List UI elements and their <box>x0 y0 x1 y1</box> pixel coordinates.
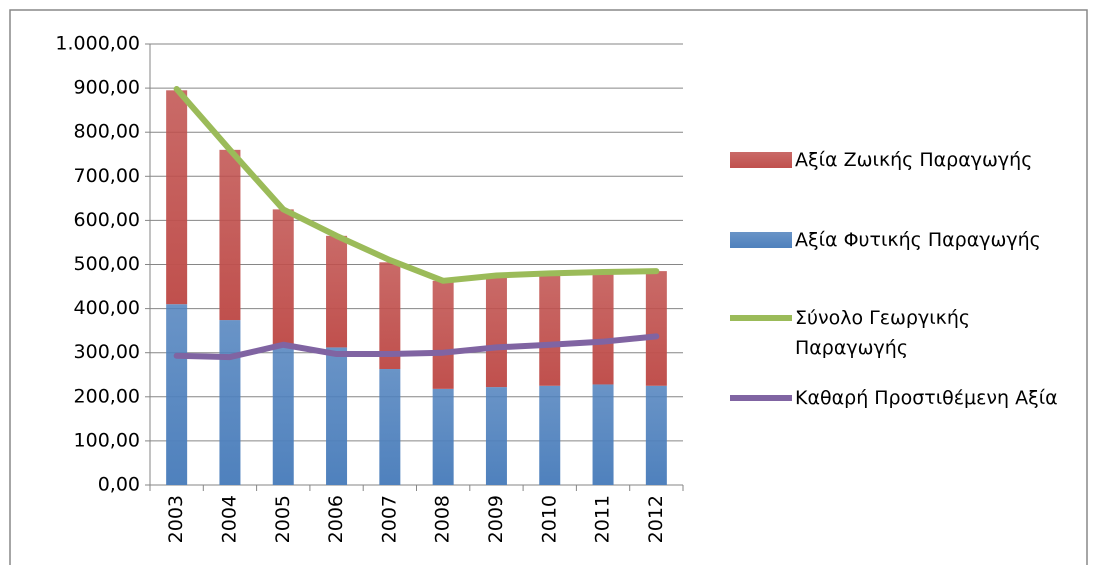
y-tick-label: 200,00 <box>74 385 140 407</box>
legend-label: Αξία Φυτικής Παραγωγής <box>795 229 1041 251</box>
bar <box>219 320 241 485</box>
bar <box>379 369 401 485</box>
x-tick-label: 2005 <box>272 495 294 543</box>
y-tick-label: 300,00 <box>74 341 140 363</box>
x-tick-label: 2008 <box>432 495 454 543</box>
legend-label: Σύνολο Γεωργικής Παραγωγής <box>795 307 971 359</box>
x-tick-label: 2007 <box>378 495 400 543</box>
y-tick-label: 900,00 <box>74 77 140 99</box>
y-tick-label: 700,00 <box>74 165 140 187</box>
y-tick-label: 0,00 <box>98 474 140 496</box>
bar <box>272 346 294 485</box>
legend-label: Καθαρή Προστιθέμενη Αξία <box>795 387 1058 409</box>
y-tick-label: 800,00 <box>74 121 140 143</box>
y-tick-label: 600,00 <box>74 209 140 231</box>
legend-swatch <box>730 232 792 248</box>
x-tick-label: 2003 <box>165 495 187 543</box>
bar <box>432 388 454 485</box>
x-tick-label: 2009 <box>485 495 507 543</box>
x-tick-label: 2006 <box>325 495 347 543</box>
y-tick-label: 400,00 <box>74 297 140 319</box>
bar <box>592 271 614 385</box>
bar <box>539 273 561 386</box>
bar <box>166 90 188 305</box>
x-tick-label: 2011 <box>592 495 614 543</box>
bar <box>272 209 294 347</box>
bar <box>432 280 454 389</box>
bar <box>326 235 348 348</box>
bar <box>485 275 507 388</box>
legend-swatch <box>730 152 792 168</box>
y-tick-label: 100,00 <box>74 429 140 451</box>
line-series <box>173 333 660 361</box>
bar <box>645 271 667 386</box>
bar <box>326 347 348 485</box>
bar <box>379 262 401 370</box>
legend-label: Αξία Ζωικής Παραγωγής <box>795 149 1033 171</box>
y-tick-label: 1.000,00 <box>55 33 140 55</box>
x-tick-label: 2010 <box>538 495 560 543</box>
x-tick-label: 2004 <box>218 495 240 543</box>
chart-border <box>9 9 1088 565</box>
y-tick-label: 500,00 <box>74 253 140 275</box>
line-series <box>173 85 660 284</box>
bar <box>592 384 614 485</box>
bar <box>485 387 507 485</box>
x-tick-label: 2012 <box>645 495 667 543</box>
bar <box>645 385 667 485</box>
bar <box>539 385 561 485</box>
bar <box>166 304 188 485</box>
bar <box>219 149 241 321</box>
